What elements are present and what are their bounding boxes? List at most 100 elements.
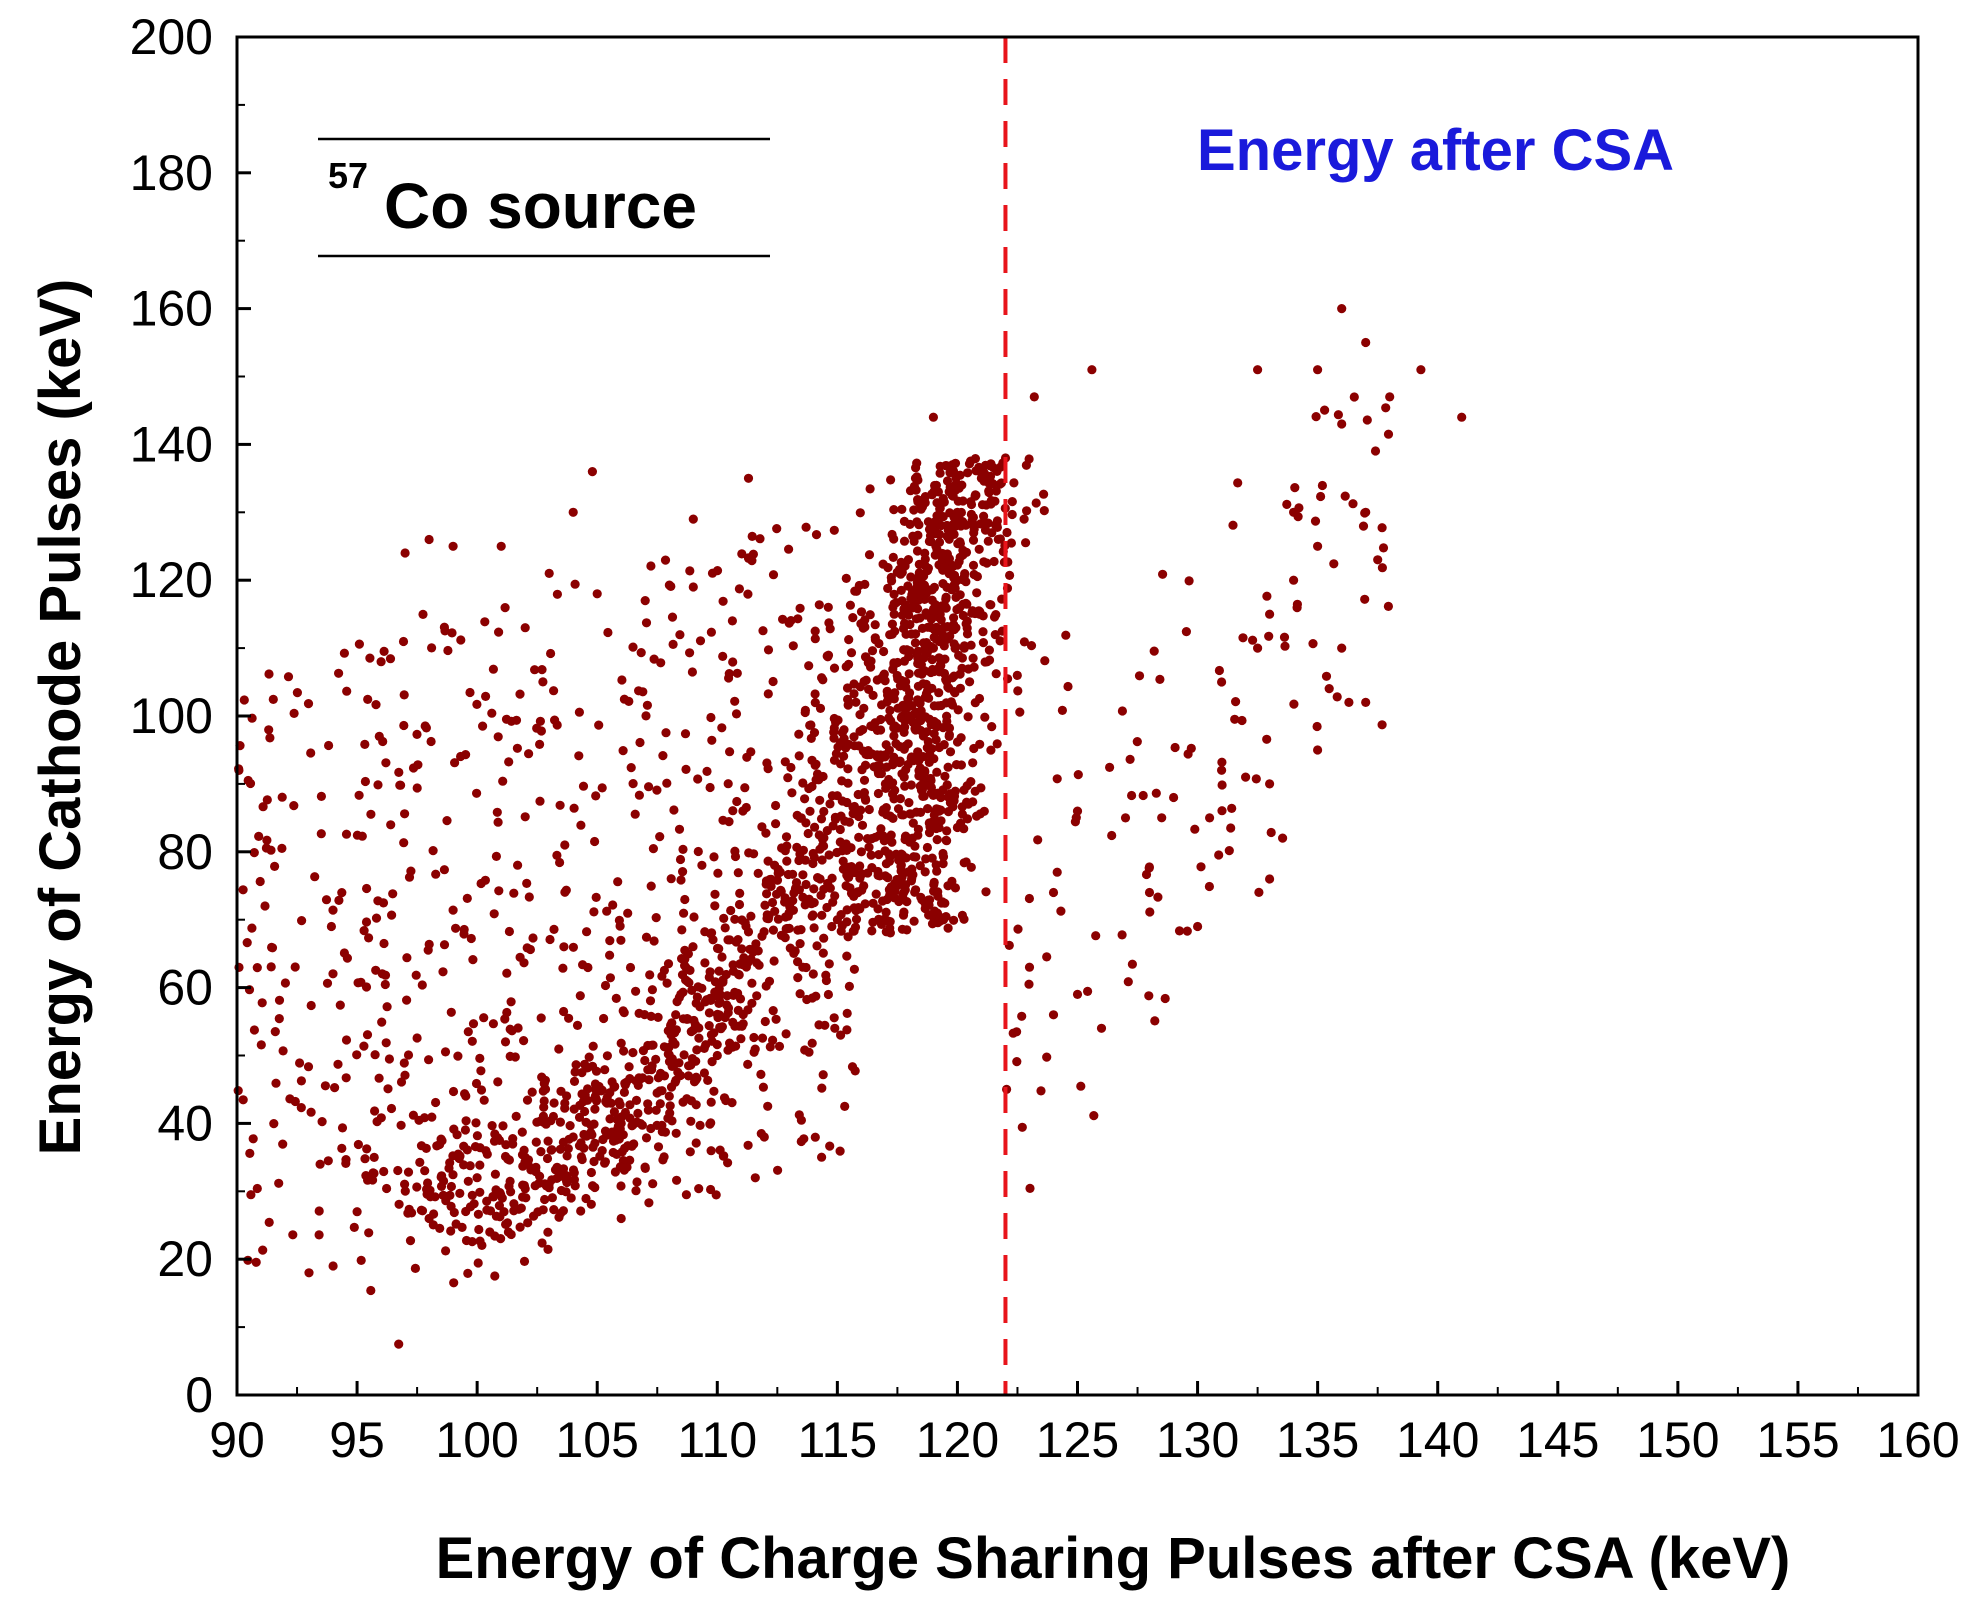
scatter-point	[274, 1014, 284, 1024]
scatter-point	[667, 1116, 677, 1126]
scatter-point	[283, 672, 294, 682]
scatter-point	[723, 1158, 733, 1168]
scatter-point	[825, 883, 835, 893]
scatter-point	[807, 1038, 817, 1048]
scatter-point	[705, 1119, 715, 1129]
scatter-point	[415, 1157, 425, 1167]
scatter-point	[693, 846, 703, 857]
scatter-point	[628, 779, 638, 789]
scatter-point	[443, 645, 453, 656]
scatter-point	[1278, 833, 1288, 843]
scatter-point	[1017, 1011, 1027, 1021]
scatter-point	[928, 604, 939, 614]
scatter-point	[737, 915, 747, 925]
scatter-point	[864, 804, 874, 815]
scatter-point	[893, 657, 903, 668]
scatter-point	[849, 689, 859, 699]
scatter-point	[479, 1095, 489, 1105]
scatter-point	[762, 758, 772, 768]
scatter-point	[341, 1158, 351, 1168]
scatter-point	[707, 1057, 717, 1067]
scatter-point	[352, 830, 362, 840]
scatter-point	[505, 1176, 515, 1186]
scatter-point	[945, 631, 955, 641]
scatter-point	[504, 926, 514, 937]
scatter-point	[788, 896, 798, 906]
scatter-point	[1317, 480, 1327, 491]
scatter-point	[270, 1027, 280, 1037]
scatter-point	[554, 1044, 564, 1054]
scatter-point	[666, 1082, 677, 1092]
scatter-point	[449, 1207, 459, 1218]
scatter-point	[974, 693, 985, 704]
scatter-point	[781, 832, 792, 842]
scatter-point	[509, 1199, 519, 1209]
scatter-point	[854, 741, 864, 751]
scatter-point	[867, 646, 878, 656]
scatter-point	[662, 778, 672, 788]
scatter-point	[907, 701, 917, 711]
scatter-point	[530, 1181, 540, 1191]
scatter-point	[577, 1089, 587, 1099]
scatter-point	[441, 1246, 451, 1256]
scatter-point	[352, 1050, 362, 1060]
scatter-point	[543, 1136, 553, 1146]
scatter-point	[732, 796, 742, 807]
scatter-point	[460, 1125, 470, 1135]
scatter-point	[934, 742, 944, 753]
scatter-point	[907, 833, 918, 843]
scatter-point	[303, 699, 314, 709]
scatter-point	[810, 822, 820, 832]
scatter-point	[373, 780, 383, 790]
scatter-point	[448, 541, 458, 551]
scatter-point	[837, 846, 847, 856]
scatter-point	[1377, 523, 1387, 533]
scatter-point	[246, 1190, 256, 1200]
scatter-point	[475, 1187, 485, 1197]
scatter-point	[494, 886, 504, 896]
scatter-point	[810, 1132, 820, 1142]
scatter-point	[1214, 665, 1224, 676]
scatter-point	[672, 1175, 682, 1185]
scatter-point	[841, 573, 851, 584]
scatter-point	[572, 1020, 583, 1030]
scatter-point	[812, 941, 822, 951]
scatter-point	[623, 908, 633, 918]
scatter-point	[796, 1115, 807, 1125]
scatter-point	[543, 1244, 553, 1254]
scatter-point	[315, 1159, 325, 1169]
scatter-point	[772, 889, 782, 899]
scatter-point	[490, 1169, 500, 1179]
scatter-point	[772, 524, 782, 534]
scatter-point	[843, 872, 853, 882]
scatter-point	[865, 484, 875, 494]
scatter-point	[913, 824, 924, 834]
scatter-point	[955, 590, 965, 600]
scatter-point	[679, 1050, 689, 1060]
scatter-point	[1013, 686, 1023, 696]
scatter-point	[976, 473, 987, 483]
scatter-point	[1282, 499, 1292, 509]
x-tick-label: 135	[1276, 1412, 1359, 1468]
scatter-point	[867, 926, 877, 936]
scatter-point	[634, 1073, 644, 1083]
scatter-point	[586, 1199, 596, 1209]
scatter-point	[688, 582, 698, 592]
scatter-point	[809, 884, 819, 894]
scatter-point	[292, 688, 302, 698]
scatter-point	[552, 850, 562, 861]
scatter-point	[929, 879, 939, 890]
scatter-point	[1009, 478, 1019, 488]
scatter-point	[536, 1147, 546, 1157]
scatter-point	[576, 820, 586, 830]
scatter-point	[396, 1077, 407, 1087]
scatter-point	[1039, 506, 1049, 516]
scatter-point	[638, 1046, 649, 1056]
scatter-point	[824, 959, 834, 969]
scatter-point	[801, 962, 811, 973]
scatter-point	[462, 1145, 472, 1155]
scatter-point	[952, 737, 963, 747]
scatter-point	[1253, 643, 1263, 653]
scatter-point	[540, 1194, 550, 1205]
scatter-point	[1042, 952, 1052, 962]
